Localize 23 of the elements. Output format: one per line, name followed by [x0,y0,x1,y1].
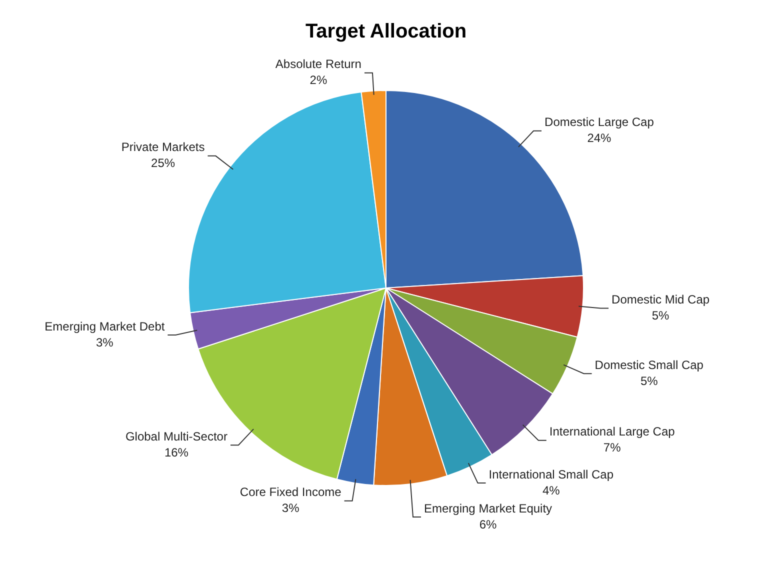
slice-label: Domestic Mid Cap [612,292,710,307]
slice-label: Emerging Market Debt [44,319,166,334]
chart-title: Target Allocation [305,20,467,43]
slice-label: Emerging Market Equity [424,501,552,516]
slice-label: International Small Cap [488,467,614,482]
slice-label: Domestic Small Cap [594,358,704,372]
data-label: 6% [479,517,498,532]
data-label: 3% [96,335,114,350]
data-label: 3% [282,501,300,516]
data-label: 16% [164,445,189,460]
slice-label: International Large Cap [549,424,676,439]
data-label: 25% [151,156,176,170]
data-label: 24% [587,131,612,146]
slice-label: Domestic Large Cap [544,115,654,130]
slice-label: Core Fixed Income [240,485,342,500]
slice-label: Absolute Return [275,57,362,72]
data-label: 4% [542,483,560,498]
data-label: 5% [652,308,670,323]
data-label: 2% [310,73,328,88]
data-label: 5% [640,374,658,388]
slice-label: Private Markets [121,140,205,154]
data-label: 7% [603,440,622,455]
slice-label: Global Multi-Sector [125,429,228,444]
